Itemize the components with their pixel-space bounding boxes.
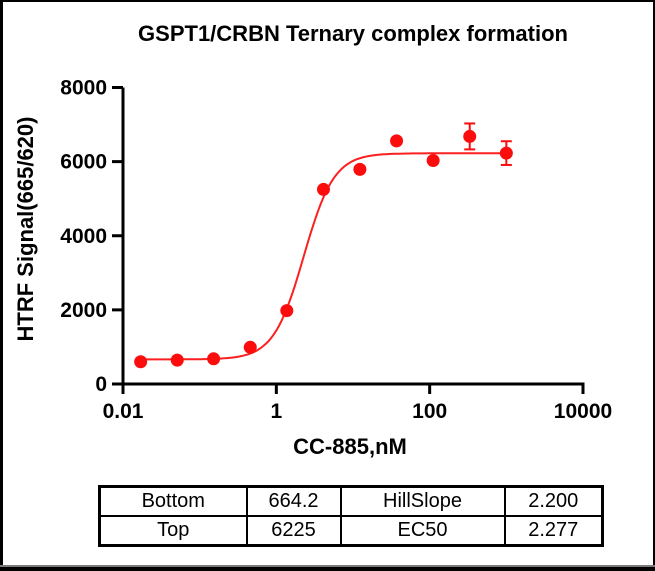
data-point (207, 352, 221, 366)
table-row: Top 6225 EC50 2.277 (98, 515, 604, 547)
param-name-cell: Bottom (98, 485, 248, 517)
y-tick-label: 0 (95, 373, 107, 396)
param-name-cell: HillSlope (339, 485, 506, 517)
table-row: Bottom 664.2 HillSlope 2.200 (98, 485, 604, 517)
data-point (499, 146, 513, 160)
data-point (170, 353, 184, 367)
data-point (426, 154, 440, 168)
frame-border-top (0, 0, 655, 2)
fit-curve (140, 152, 507, 361)
data-point (280, 304, 294, 318)
y-tick-label: 6000 (60, 151, 107, 174)
data-point (134, 355, 148, 369)
data-point (353, 162, 367, 176)
data-point (243, 340, 257, 354)
fit-results-table: Bottom 664.2 HillSlope 2.200 Top 6225 EC… (98, 485, 604, 547)
x-tick-label: 100 (412, 400, 447, 423)
y-tick-label: 4000 (60, 225, 107, 248)
param-value-cell: 2.277 (503, 515, 604, 547)
param-value-cell: 664.2 (245, 485, 342, 517)
chart-title: GSPT1/CRBN Ternary complex formation (138, 21, 568, 46)
y-tick-label: 2000 (60, 299, 107, 322)
frame-border-bottom-gray-line (0, 565, 655, 567)
x-axis-label: CC-885,nM (293, 434, 407, 459)
param-value-cell: 6225 (245, 515, 342, 547)
data-point (390, 134, 404, 148)
frame-border-bottom (0, 567, 655, 571)
x-tick-label: 0.01 (103, 400, 144, 423)
frame-border-right (653, 0, 655, 571)
param-name-cell: Top (98, 515, 248, 547)
x-tick-label: 10000 (554, 400, 612, 423)
frame-border-left (0, 0, 3, 571)
data-point (316, 182, 330, 196)
param-name-cell: EC50 (339, 515, 506, 547)
param-value-cell: 2.200 (503, 485, 604, 517)
plot-area: 0 2000 4000 6000 8000 0.01 1 100 10000 (60, 77, 612, 424)
data-point (463, 129, 477, 143)
y-tick-label: 8000 (60, 77, 107, 100)
x-tick-label: 1 (270, 400, 282, 423)
